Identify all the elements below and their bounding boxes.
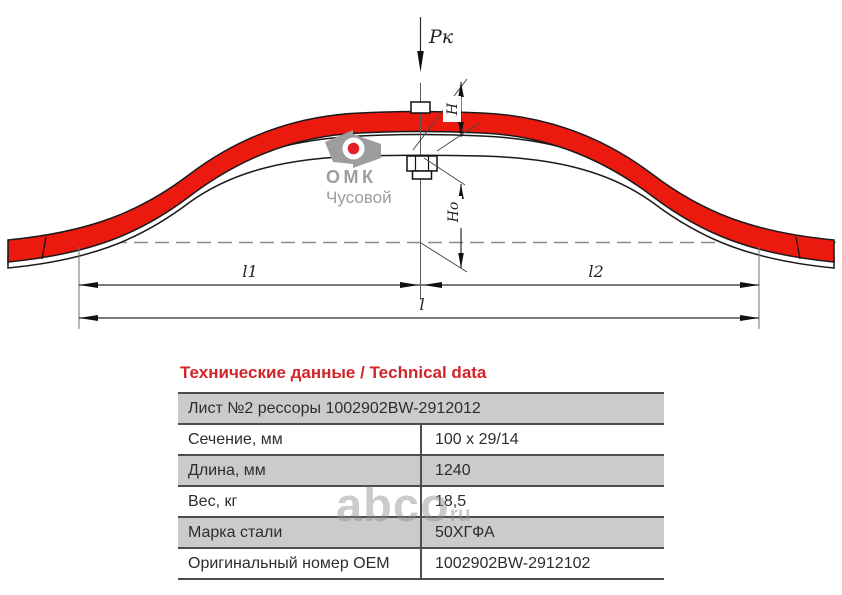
row-value: 18,5 <box>420 485 664 517</box>
table-row: Вес, кг 18,5 <box>178 485 664 517</box>
h-dim-leader-1 <box>412 78 468 151</box>
l1-arrow-right <box>400 282 419 288</box>
h-dim-leader-2 <box>436 122 480 152</box>
h-dim-arrow-up <box>458 82 464 97</box>
main-leaf-red <box>7 110 835 263</box>
h0-dim-leader-2 <box>420 242 468 273</box>
omk-logo-text: ОМК <box>326 167 376 187</box>
nut-washer <box>411 170 433 180</box>
technical-data-table: Лист №2 рессоры 1002902BW-2912012 Сечени… <box>178 392 664 580</box>
row-label: Длина, мм <box>178 454 421 486</box>
row-value: 100 x 29/14 <box>420 423 664 455</box>
force-label: Pк <box>428 26 454 48</box>
row-label: Оригинальный номер OEM <box>178 547 421 580</box>
table-row: Лист №2 рессоры 1002902BW-2912012 <box>178 392 664 424</box>
row-value: 1240 <box>420 454 664 486</box>
l1-dim-label: l1 <box>242 262 257 281</box>
l2-arrow-left <box>423 282 442 288</box>
omk-logo: ОМК Чусовой <box>325 130 392 207</box>
technical-data-section: Технические данные / Technical data Лист… <box>178 363 664 580</box>
row-label: Вес, кг <box>178 485 421 517</box>
l2-arrow-right <box>740 282 759 288</box>
right-tip-joint-line <box>795 236 801 260</box>
row-value: 1002902BW-2912102 <box>420 547 664 580</box>
h0-dim-leader-1 <box>423 157 466 186</box>
l-arrow-left <box>79 315 98 321</box>
h0-label-backplate <box>444 196 462 228</box>
table-header-cell: Лист №2 рессоры 1002902BW-2912012 <box>178 392 664 424</box>
force-arrowhead <box>417 51 424 72</box>
row-value: 50ХГФА <box>420 516 664 548</box>
h-label-backplate <box>443 96 461 122</box>
technical-data-title: Технические данные / Technical data <box>180 363 487 382</box>
leaf-spring-technical-drawing: Pк H Hо l1 l2 l ОМК <box>7 17 836 329</box>
h-dim-label: H <box>445 102 461 116</box>
omk-logo-subtext: Чусовой <box>326 188 392 207</box>
l1-arrow-left <box>79 282 98 288</box>
omk-logo-dot <box>347 142 360 155</box>
row-label: Марка стали <box>178 516 421 548</box>
row-label: Сечение, мм <box>178 423 421 455</box>
h0-dim-label: Hо <box>446 202 462 224</box>
h0-dim-arrow-up <box>458 184 464 199</box>
l-arrow-right <box>740 315 759 321</box>
l2-dim-label: l2 <box>588 262 603 281</box>
h-dim-arrow-down <box>458 122 464 137</box>
h0-dim-arrow-down <box>458 253 464 268</box>
l-dim-label: l <box>419 295 424 314</box>
center-bolt-head <box>410 101 431 114</box>
table-row: Марка стали 50ХГФА <box>178 516 664 548</box>
table-row: Длина, мм 1240 <box>178 454 664 486</box>
left-tip-joint-line <box>41 236 47 260</box>
table-row: Сечение, мм 100 x 29/14 <box>178 423 664 455</box>
table-row: Оригинальный номер OEM 1002902BW-2912102 <box>178 547 664 580</box>
